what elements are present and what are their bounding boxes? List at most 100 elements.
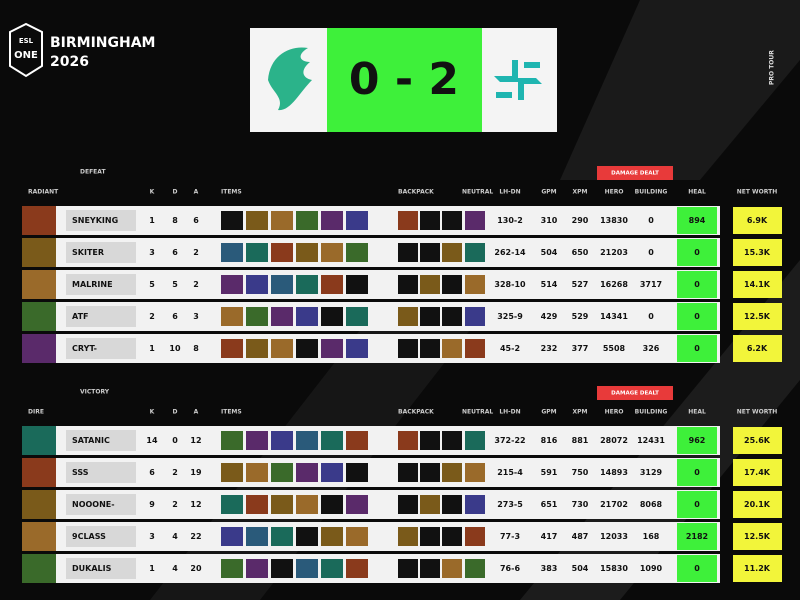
name-box [66, 306, 136, 327]
item-slot [296, 243, 318, 262]
stat-lh-dn: 262-14 [494, 248, 526, 257]
stat-hero: 14341 [600, 312, 628, 321]
column-header: D [173, 409, 178, 416]
stat-gpm: 429 [541, 312, 558, 321]
item-slot [296, 559, 318, 578]
backpack-slot [420, 463, 440, 482]
heal-box [677, 207, 717, 234]
item-slot [321, 495, 343, 514]
stat-building: 1090 [640, 564, 663, 573]
item-slot [321, 527, 343, 546]
item-slot [246, 431, 268, 450]
backpack-slot [420, 559, 440, 578]
stat-k: 3 [149, 248, 155, 257]
team-side: DIRE [28, 409, 44, 416]
column-header: K [150, 409, 155, 416]
item-slot [271, 495, 293, 514]
item-slot [271, 559, 293, 578]
heal-box [677, 303, 717, 330]
name-box [66, 210, 136, 231]
score: 0 - 2 [349, 54, 459, 105]
backpack-slot [398, 339, 418, 358]
column-header: D [173, 189, 178, 196]
player-row [22, 490, 720, 519]
item-slot [246, 211, 268, 230]
stat-lh-dn: 130-2 [497, 216, 523, 225]
stat-building: 0 [648, 248, 654, 257]
column-header: NEUTRAL [462, 409, 493, 416]
stat-xpm: 750 [572, 468, 589, 477]
column-header: BUILDING [635, 409, 668, 416]
item-slot [346, 307, 368, 326]
stat-net-worth: 17.4K [744, 468, 771, 477]
stat-building: 168 [643, 532, 660, 541]
item-slot [346, 463, 368, 482]
item-slot [221, 463, 243, 482]
stat-building: 326 [643, 344, 660, 353]
stat-d: 6 [172, 248, 178, 257]
item-slot [271, 275, 293, 294]
stat-xpm: 290 [572, 216, 589, 225]
column-header: HEAL [688, 189, 706, 196]
player-name: CRYT- [72, 344, 97, 353]
net-worth-box [733, 491, 782, 518]
stat-gpm: 514 [541, 280, 558, 289]
heal-box [677, 335, 717, 362]
backpack-slot [398, 463, 418, 482]
item-slot [221, 243, 243, 262]
stat-heal: 962 [689, 436, 706, 445]
column-header: XPM [573, 189, 588, 196]
name-box [66, 242, 136, 263]
column-header: ITEMS [221, 189, 242, 196]
column-header: LH-DN [499, 189, 520, 196]
stat-k: 14 [146, 436, 158, 445]
item-slot [246, 307, 268, 326]
item-slot [221, 495, 243, 514]
net-worth-box [733, 459, 782, 486]
team-side: RADIANT [28, 189, 59, 196]
neutral-slot [465, 527, 485, 546]
stat-d: 8 [172, 216, 178, 225]
item-slot [321, 211, 343, 230]
backpack-slot [442, 275, 462, 294]
neutral-slot [465, 463, 485, 482]
backpack-slot [420, 307, 440, 326]
player-name: DUKALIS [72, 564, 112, 573]
item-slot [296, 307, 318, 326]
event-logo [9, 22, 43, 78]
hero-portrait [22, 270, 56, 299]
stat-lh-dn: 325-9 [497, 312, 523, 321]
stat-net-worth: 6.9K [747, 216, 768, 225]
stat-k: 6 [149, 468, 155, 477]
heal-box [677, 459, 717, 486]
neutral-slot [465, 559, 485, 578]
stat-net-worth: 12.5K [744, 532, 771, 541]
neutral-slot [465, 339, 485, 358]
player-name: ATF [72, 312, 89, 321]
column-header: DAMAGE DEALT [611, 171, 659, 177]
backpack-slot [420, 211, 440, 230]
stat-lh-dn: 76-6 [500, 564, 520, 573]
item-slot [346, 275, 368, 294]
stat-d: 2 [172, 468, 178, 477]
heal-box [677, 239, 717, 266]
backpack-slot [398, 527, 418, 546]
item-slot [346, 495, 368, 514]
column-header: K [150, 189, 155, 196]
player-name: SKITER [72, 248, 104, 257]
item-slot [271, 211, 293, 230]
neutral-slot [465, 275, 485, 294]
column-header: BACKPACK [398, 189, 434, 196]
hero-portrait [22, 458, 56, 487]
stat-building: 0 [648, 216, 654, 225]
item-slot [221, 559, 243, 578]
item-slot [321, 431, 343, 450]
column-header: NET WORTH [737, 409, 778, 416]
backpack-slot [398, 559, 418, 578]
stat-gpm: 504 [541, 248, 558, 257]
hero-portrait [22, 554, 56, 583]
stat-building: 0 [648, 312, 654, 321]
stat-building: 3717 [640, 280, 662, 289]
column-header: BACKPACK [398, 409, 434, 416]
stat-heal: 2182 [686, 532, 708, 541]
